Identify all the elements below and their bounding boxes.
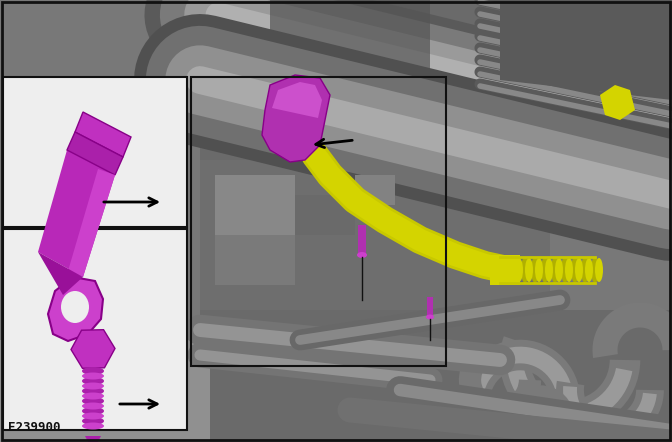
Ellipse shape [61,291,89,323]
Bar [358,225,366,255]
Ellipse shape [82,377,104,385]
Ellipse shape [505,258,513,282]
Bar [200,310,672,442]
Ellipse shape [565,258,573,282]
Ellipse shape [595,258,603,282]
Bar [0,340,210,442]
Bar [215,235,295,285]
Bar [215,175,295,235]
Ellipse shape [561,257,569,283]
Bar [490,255,520,285]
Ellipse shape [82,397,104,405]
Ellipse shape [551,257,559,283]
Ellipse shape [591,257,599,283]
Ellipse shape [581,257,589,283]
Ellipse shape [545,258,553,282]
Ellipse shape [82,367,104,375]
Ellipse shape [501,257,509,283]
Bar [3,229,187,430]
Polygon shape [85,436,101,442]
Text: E239900: E239900 [8,421,60,434]
Polygon shape [75,112,131,157]
Ellipse shape [82,373,104,380]
Ellipse shape [585,258,593,282]
Ellipse shape [515,258,523,282]
Polygon shape [68,169,115,277]
Ellipse shape [82,412,104,419]
Ellipse shape [82,382,104,389]
Polygon shape [38,150,115,277]
Ellipse shape [426,315,434,320]
Polygon shape [200,0,672,180]
Bar [427,297,433,317]
Bar [191,77,446,366]
Bar [355,175,395,205]
Ellipse shape [535,258,543,282]
Ellipse shape [521,257,529,283]
Ellipse shape [541,257,549,283]
Ellipse shape [511,257,519,283]
Bar [295,195,355,235]
Bar [3,77,187,227]
Ellipse shape [525,258,533,282]
Polygon shape [262,75,330,162]
Polygon shape [38,252,83,295]
Ellipse shape [82,417,104,425]
Ellipse shape [357,252,367,258]
Ellipse shape [555,258,563,282]
Ellipse shape [571,257,579,283]
Ellipse shape [82,387,104,395]
Polygon shape [67,132,123,175]
Polygon shape [500,0,672,100]
Polygon shape [270,0,430,160]
Polygon shape [48,277,103,341]
Ellipse shape [82,403,104,409]
Ellipse shape [82,407,104,415]
Ellipse shape [82,423,104,430]
Ellipse shape [531,257,539,283]
Ellipse shape [82,392,104,400]
Polygon shape [600,85,635,120]
Polygon shape [272,82,322,118]
Ellipse shape [575,258,583,282]
Bar [200,160,550,360]
